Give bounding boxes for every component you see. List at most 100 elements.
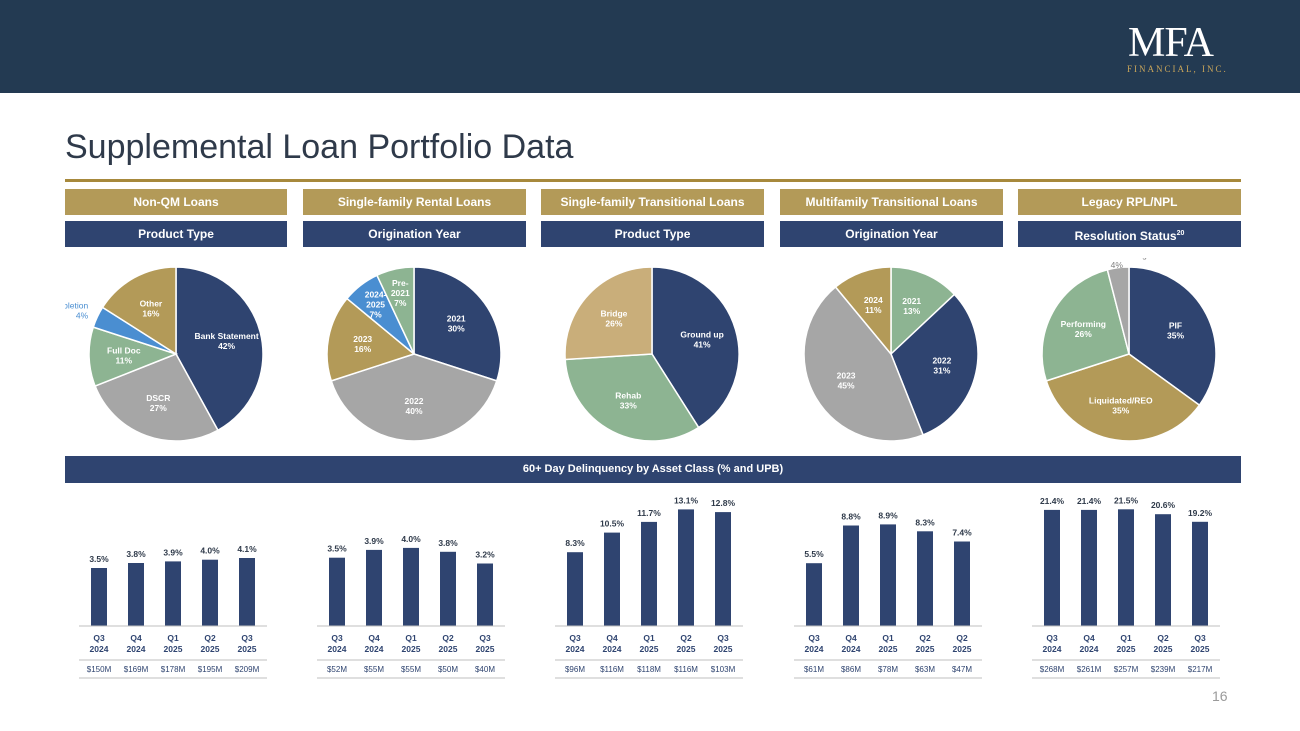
bar-2 — [1081, 509, 1097, 626]
pie-label-2021: 2021 — [447, 313, 466, 323]
pie-slice-2021 — [890, 266, 956, 356]
upb-value: $169M — [124, 665, 149, 674]
bar-2 — [843, 525, 859, 626]
pie-label-non-performing: Non-Performing — [1087, 258, 1147, 260]
pie-value-asset-depletion: 4% — [76, 311, 89, 321]
pie-value-ground-up: 41% — [694, 339, 711, 349]
pie-slice-pif — [1128, 266, 1217, 407]
x-tick-year: 2024 — [603, 644, 622, 654]
x-tick-year: 2025 — [640, 644, 659, 654]
bar-value-label: 11.7% — [637, 508, 661, 518]
category-header-mf: Multifamily Transitional Loans — [780, 189, 1003, 215]
x-tick-quarter: Q2 — [956, 633, 968, 643]
pie-label-other: Other — [140, 298, 163, 308]
upb-value: $40M — [475, 665, 495, 674]
x-tick-quarter: Q4 — [845, 633, 857, 643]
pie-value-2023: 45% — [838, 381, 855, 391]
bar-1 — [329, 557, 345, 626]
upb-value: $118M — [637, 665, 661, 674]
upb-value: $261M — [1077, 665, 1102, 674]
subheader-non-qm: Product Type — [65, 221, 287, 247]
upb-value: $268M — [1040, 665, 1065, 674]
pie-slice-bridge — [564, 266, 653, 361]
x-tick-year: 2025 — [714, 644, 733, 654]
pie-value-2021: 30% — [448, 323, 465, 333]
x-tick-quarter: Q2 — [442, 633, 454, 643]
pie-value-non-performing: 4% — [1111, 260, 1124, 270]
pie-label-liquidated-reo: Liquidated/REO — [1089, 396, 1153, 406]
bar-5 — [239, 558, 255, 626]
x-tick-quarter: Q3 — [241, 633, 253, 643]
pie-slice-non-performing — [1106, 266, 1130, 355]
bar-5 — [715, 512, 731, 626]
pie-chart-legacy: PIF35%Liquidated/REO35%Performing26%Non-… — [1041, 258, 1217, 442]
bar-5 — [1192, 521, 1208, 626]
upb-value: $55M — [364, 665, 384, 674]
x-tick-year: 2025 — [476, 644, 495, 654]
pie-value-full-doc: 11% — [116, 356, 133, 366]
pie-label-2022: 2022 — [405, 396, 424, 406]
bar-value-label: 21.4% — [1077, 496, 1102, 506]
title-divider — [65, 179, 1241, 182]
logo-subtitle: FINANCIAL, INC. — [1127, 64, 1228, 74]
bar-value-label: 8.9% — [878, 510, 898, 520]
pie-slice-rehab — [564, 353, 700, 442]
upb-value: $150M — [87, 665, 112, 674]
bar-value-label: 3.9% — [163, 547, 183, 557]
upb-value: $96M — [565, 665, 585, 674]
pie-value-2024-2025: 7% — [369, 310, 382, 320]
bar-value-label: 8.8% — [841, 512, 861, 522]
upb-value: $116M — [674, 665, 698, 674]
upb-value: $61M — [804, 665, 824, 674]
upb-value: $116M — [600, 665, 624, 674]
pie-slice-other — [101, 266, 177, 356]
pie-slice-pre-2021 — [375, 266, 415, 355]
bar-3 — [1118, 509, 1134, 626]
pie-value-dscr: 27% — [150, 403, 167, 413]
category-header-sft: Single-family Transitional Loans — [541, 189, 764, 215]
x-tick-year: 2024 — [842, 644, 861, 654]
x-tick-year: 2025 — [164, 644, 183, 654]
category-header-non-qm: Non-QM Loans — [65, 189, 287, 215]
x-tick-quarter: Q3 — [569, 633, 581, 643]
x-tick-year: 2025 — [439, 644, 458, 654]
x-tick-year: 2024 — [127, 644, 146, 654]
pie-label-pif: PIF — [1169, 320, 1182, 330]
upb-value: $47M — [952, 665, 972, 674]
pie-slice-2023 — [803, 285, 925, 442]
x-tick-year: 2025 — [402, 644, 421, 654]
x-tick-quarter: Q3 — [93, 633, 105, 643]
pie-label-2022: 2022 — [932, 355, 951, 365]
x-tick-year: 2024 — [805, 644, 824, 654]
pie-slice-liquidated-reo — [1045, 353, 1201, 442]
pie-label-2023: 2023 — [353, 334, 372, 344]
bar-chart-mf: 5.5%Q32024$61M8.8%Q42024$86M8.9%Q12025$7… — [794, 510, 982, 679]
x-tick-year: 2024 — [365, 644, 384, 654]
page-number: 16 — [1212, 688, 1228, 704]
bar-value-label: 8.3% — [915, 517, 935, 527]
bar-1 — [567, 552, 583, 626]
pie-value-liquidated-reo: 35% — [1112, 406, 1129, 416]
upb-value: $78M — [878, 665, 898, 674]
x-tick-quarter: Q2 — [204, 633, 216, 643]
pie-label-bank-statement: Bank Statement — [194, 331, 258, 341]
x-tick-quarter: Q4 — [606, 633, 618, 643]
pie-label-pre-2021: Pre- — [392, 278, 409, 288]
x-tick-quarter: Q2 — [1157, 633, 1169, 643]
bar-2 — [604, 532, 620, 626]
bar-value-label: 3.2% — [475, 550, 495, 560]
bar-value-label: 10.5% — [600, 519, 625, 529]
pie-label-ground-up: Ground up — [680, 329, 723, 339]
subheader-mf: Origination Year — [780, 221, 1003, 247]
x-tick-year: 2024 — [328, 644, 347, 654]
bar-1 — [1044, 509, 1060, 626]
bar-3 — [403, 547, 419, 626]
bar-value-label: 3.9% — [364, 536, 384, 546]
x-tick-year: 2024 — [1043, 644, 1062, 654]
bar-3 — [165, 561, 181, 626]
pie-value-other: 16% — [142, 308, 159, 318]
pie-label-bridge: Bridge — [600, 308, 627, 318]
logo-wordmark: MFA — [1128, 20, 1214, 66]
